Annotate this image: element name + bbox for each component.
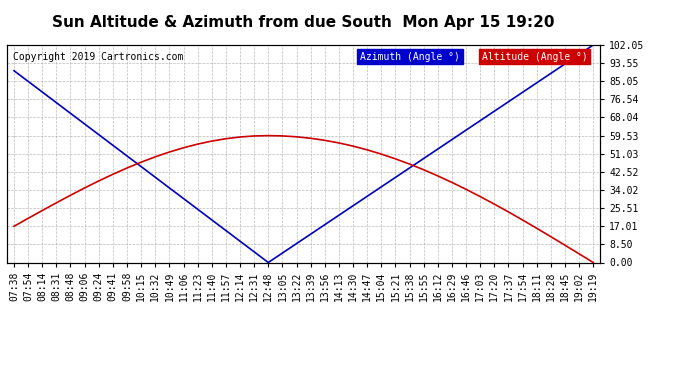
Text: Altitude (Angle °): Altitude (Angle °) — [482, 51, 587, 62]
Text: Azimuth (Angle °): Azimuth (Angle °) — [360, 51, 460, 62]
Text: Copyright 2019 Cartronics.com: Copyright 2019 Cartronics.com — [13, 51, 184, 62]
Text: Sun Altitude & Azimuth from due South  Mon Apr 15 19:20: Sun Altitude & Azimuth from due South Mo… — [52, 15, 555, 30]
